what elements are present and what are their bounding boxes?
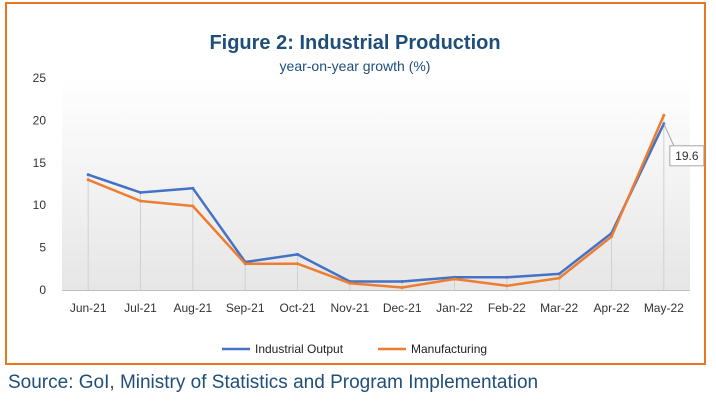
series-line-manufacturing	[86, 114, 666, 289]
y-tick-label: 25	[33, 71, 47, 85]
x-tick-label: Jan-22	[436, 301, 473, 315]
data-point	[505, 284, 509, 288]
y-tick-label: 15	[33, 156, 47, 170]
data-point	[453, 277, 456, 281]
data-point	[296, 262, 299, 266]
data-point	[191, 186, 195, 190]
x-tick-label: Jul-21	[124, 301, 157, 315]
series-line-industrial-output	[86, 122, 666, 283]
data-point	[86, 173, 90, 177]
x-tick-label: Jun-21	[70, 301, 107, 315]
data-point	[243, 262, 247, 266]
legend-label: Manufacturing	[411, 342, 487, 356]
data-point	[139, 190, 142, 194]
chart-title: Figure 2: Industrial Production	[209, 32, 500, 54]
y-tick-label: 5	[39, 241, 46, 255]
y-tick-label: 0	[39, 283, 46, 297]
data-point	[557, 276, 561, 280]
x-tick-label: Oct-21	[279, 301, 315, 315]
annotation-leader	[663, 123, 675, 146]
y-tick-label: 10	[33, 198, 47, 212]
data-point	[139, 199, 142, 203]
x-tick-label: Sep-21	[226, 301, 265, 315]
y-tick-label: 20	[33, 113, 47, 127]
data-point	[296, 252, 299, 256]
chart: Figure 2: Industrial Production year-on-…	[33, 32, 705, 356]
source-note: Source: GoI, Ministry of Statistics and …	[8, 372, 539, 393]
annotation-box	[669, 145, 705, 167]
x-tick-label: Feb-22	[488, 301, 526, 315]
data-point	[348, 281, 352, 285]
data-point	[505, 275, 509, 279]
x-tick-label: Dec-21	[383, 301, 422, 315]
data-point	[86, 178, 90, 182]
x-tick-label: Apr-22	[593, 301, 629, 315]
data-point	[610, 235, 613, 239]
chart-subtitle: year-on-year growth (%)	[280, 58, 431, 74]
x-tick-label: Aug-21	[173, 301, 212, 315]
data-point	[557, 272, 561, 276]
data-point	[400, 285, 404, 289]
x-tick-label: May-22	[644, 301, 684, 315]
plot-background	[62, 78, 690, 290]
x-tick-label: Nov-21	[330, 301, 369, 315]
annotation-label: 19.6	[675, 149, 699, 163]
data-point	[191, 204, 195, 208]
legend-label: Industrial Output	[255, 342, 344, 356]
x-tick-label: Mar-22	[540, 301, 578, 315]
data-point	[662, 113, 666, 117]
data-point	[400, 280, 404, 284]
